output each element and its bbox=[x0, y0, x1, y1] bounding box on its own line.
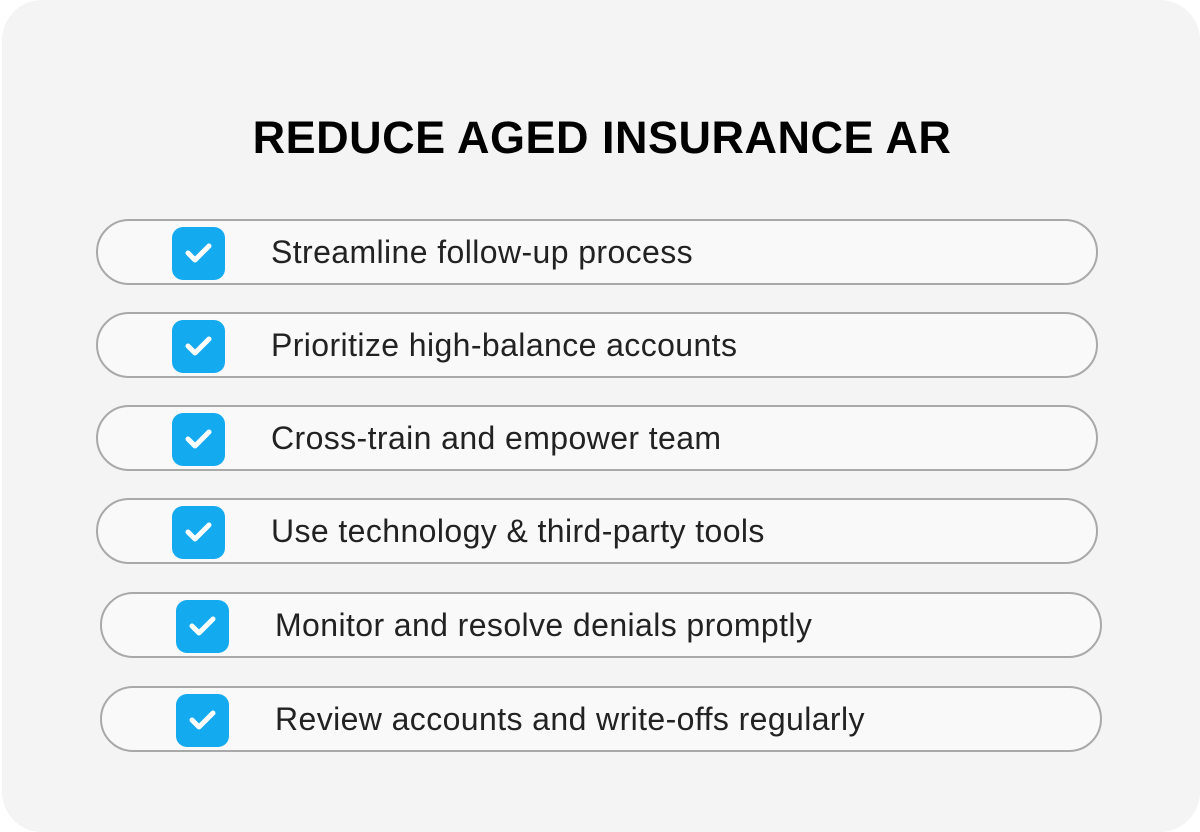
checkbox-checked-icon bbox=[176, 600, 229, 653]
checkbox-checked-icon bbox=[176, 694, 229, 747]
list-item: Review accounts and write-offs regularly bbox=[100, 686, 1102, 752]
list-item-label: Prioritize high-balance accounts bbox=[271, 327, 738, 363]
checkbox-checked-icon bbox=[172, 413, 225, 466]
checkbox-checked-icon bbox=[172, 320, 225, 373]
list-item: Use technology & third-party tools bbox=[96, 498, 1098, 564]
checkbox-checked-icon bbox=[172, 506, 225, 559]
list-item-label: Streamline follow-up process bbox=[271, 234, 694, 270]
list-item-label: Monitor and resolve denials promptly bbox=[275, 607, 813, 643]
list-item-label: Review accounts and write-offs regularly bbox=[275, 701, 865, 737]
list-item: Monitor and resolve denials promptly bbox=[100, 592, 1102, 658]
list-item: Cross-train and empower team bbox=[96, 405, 1098, 471]
list-item-label: Cross-train and empower team bbox=[271, 420, 722, 456]
checkbox-checked-icon bbox=[172, 227, 225, 280]
page-title: REDUCE AGED INSURANCE AR bbox=[252, 112, 952, 163]
list-item-label: Use technology & third-party tools bbox=[271, 513, 765, 549]
list-item: Streamline follow-up process bbox=[96, 219, 1098, 285]
list-item: Prioritize high-balance accounts bbox=[96, 312, 1098, 378]
